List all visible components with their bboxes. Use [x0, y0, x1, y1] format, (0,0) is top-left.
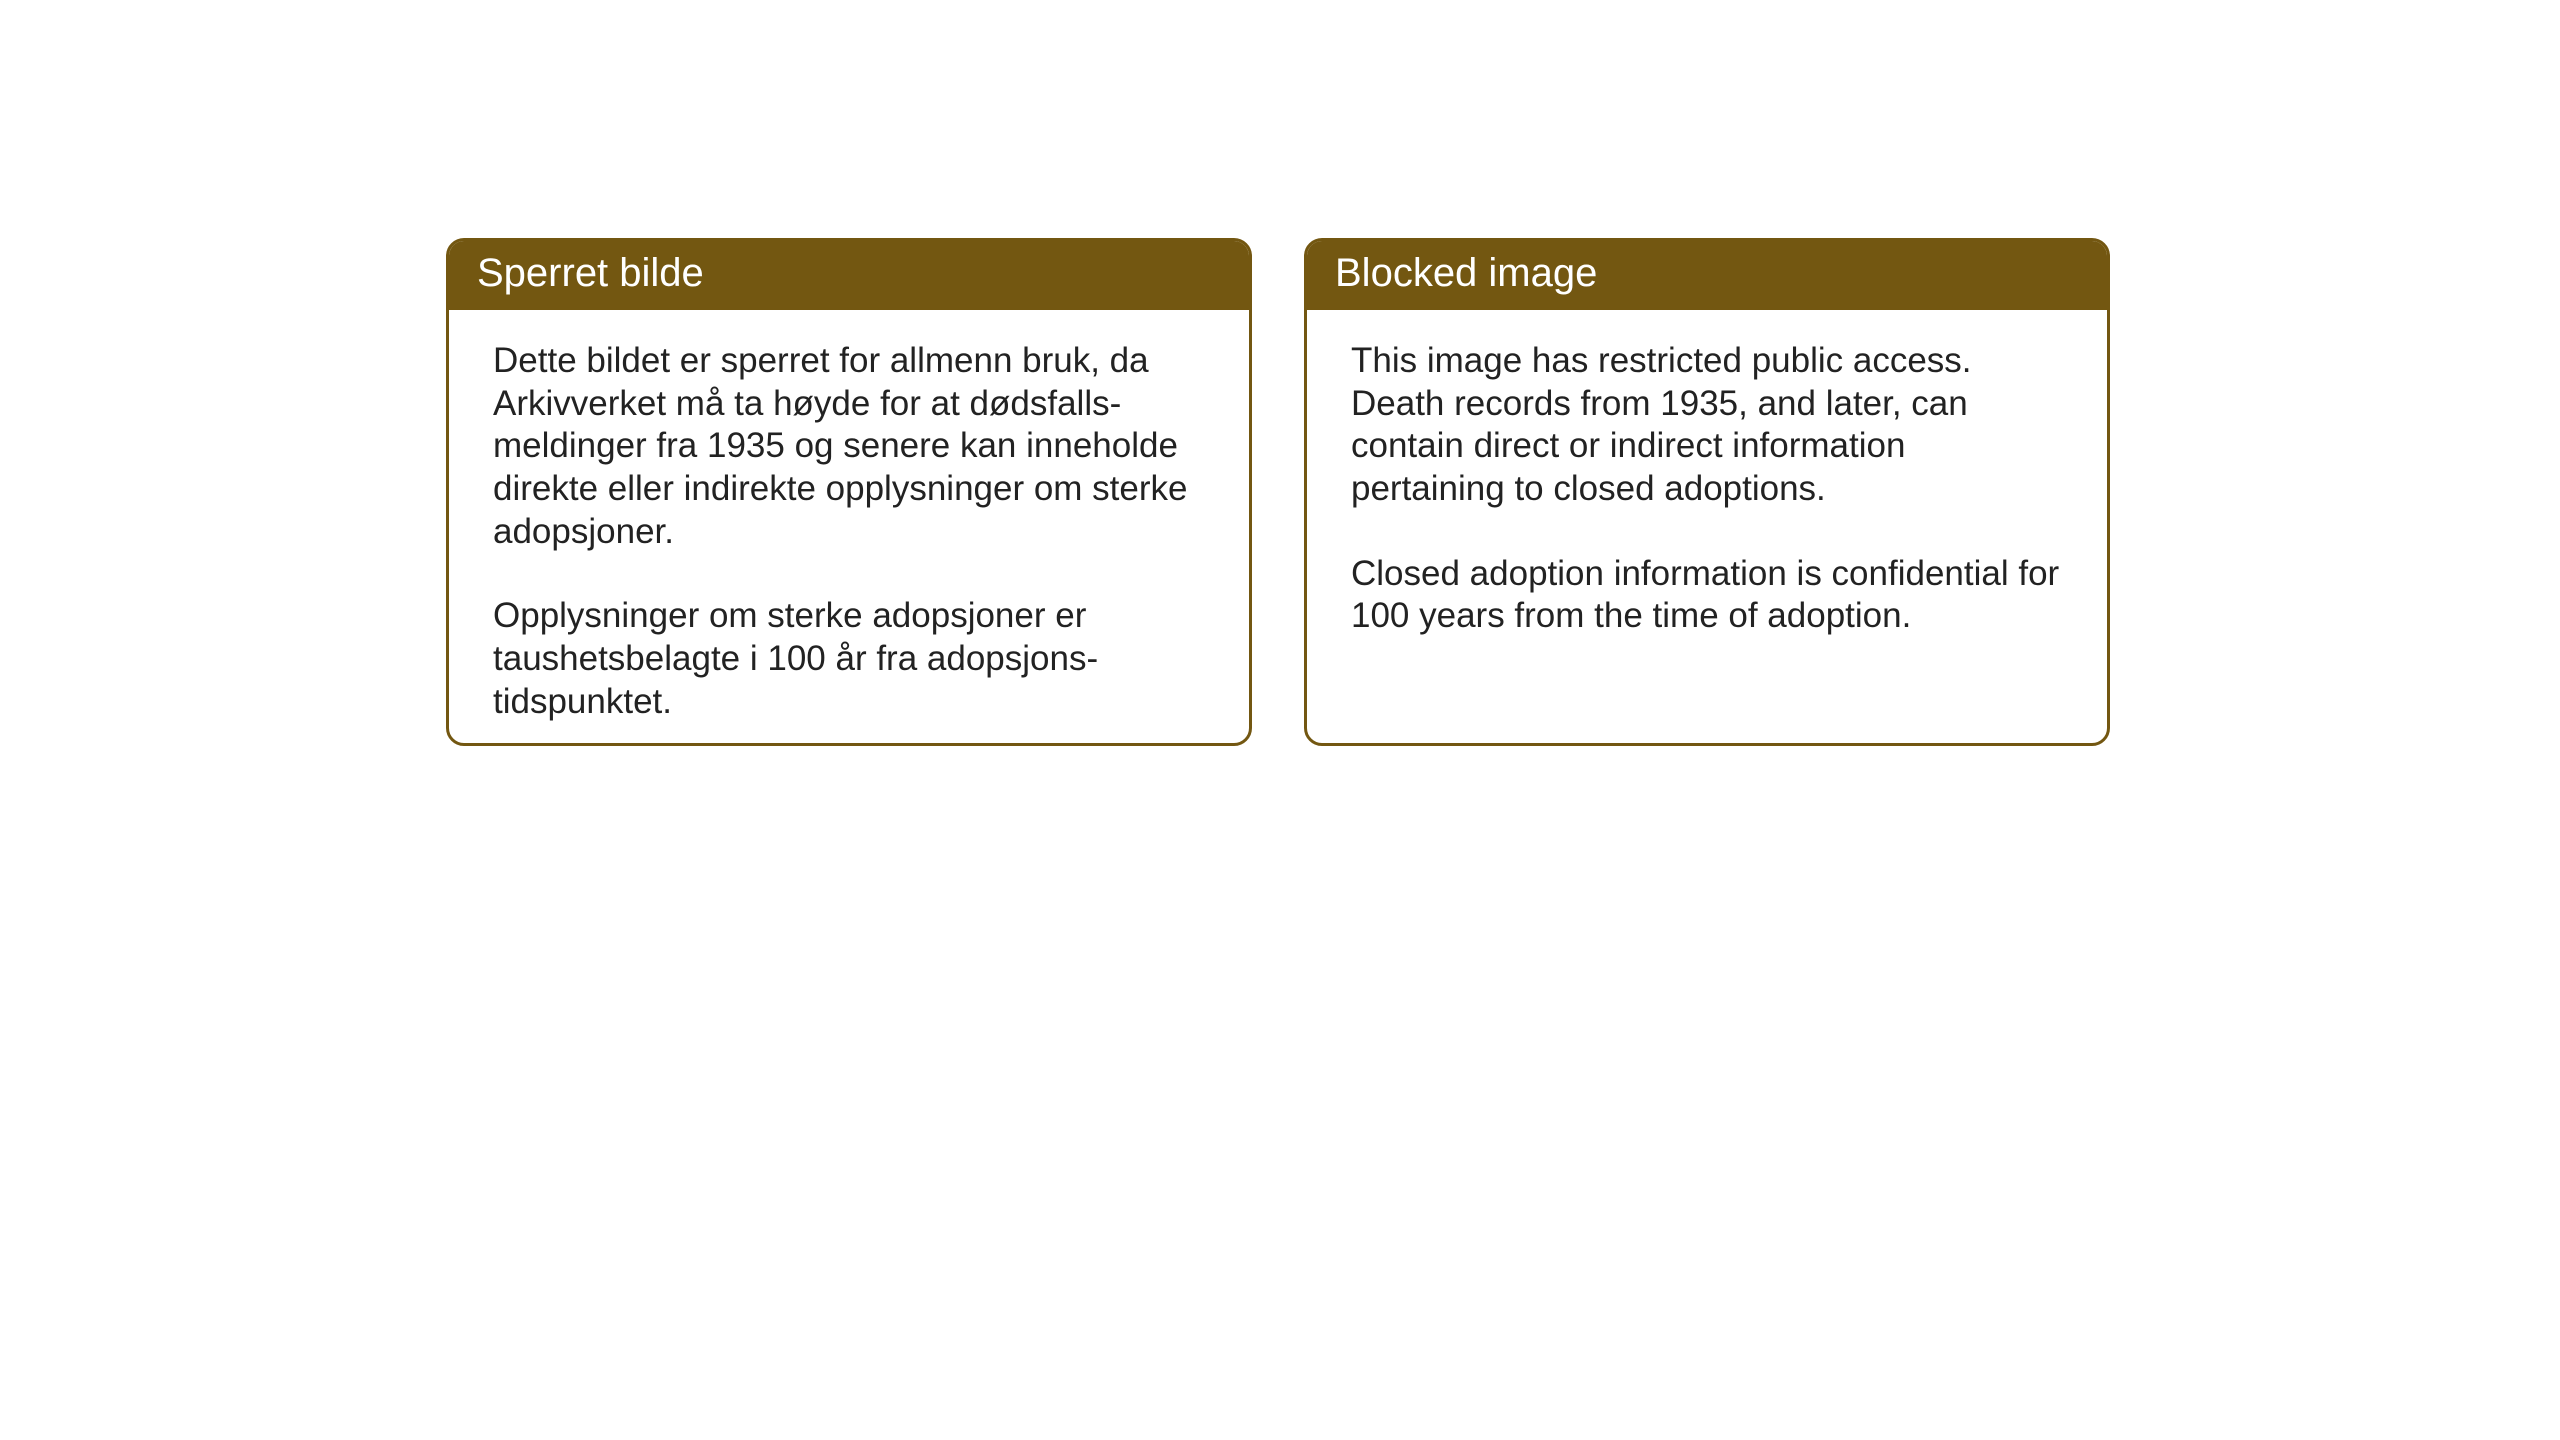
card-body-english: This image has restricted public access.… [1307, 310, 2107, 668]
notice-card-english: Blocked image This image has restricted … [1304, 238, 2110, 746]
card-body-norwegian: Dette bildet er sperret for allmenn bruk… [449, 310, 1249, 746]
card-header-english: Blocked image [1307, 241, 2107, 310]
notice-container: Sperret bilde Dette bildet er sperret fo… [446, 238, 2110, 746]
notice-card-norwegian: Sperret bilde Dette bildet er sperret fo… [446, 238, 1252, 746]
card-para1-english: This image has restricted public access.… [1351, 340, 2063, 511]
card-para2-english: Closed adoption information is confident… [1351, 553, 2063, 638]
card-header-norwegian: Sperret bilde [449, 241, 1249, 310]
card-title-english: Blocked image [1335, 251, 1597, 295]
card-para1-norwegian: Dette bildet er sperret for allmenn bruk… [493, 340, 1205, 553]
card-title-norwegian: Sperret bilde [477, 251, 704, 295]
card-para2-norwegian: Opplysninger om sterke adopsjoner er tau… [493, 595, 1205, 723]
